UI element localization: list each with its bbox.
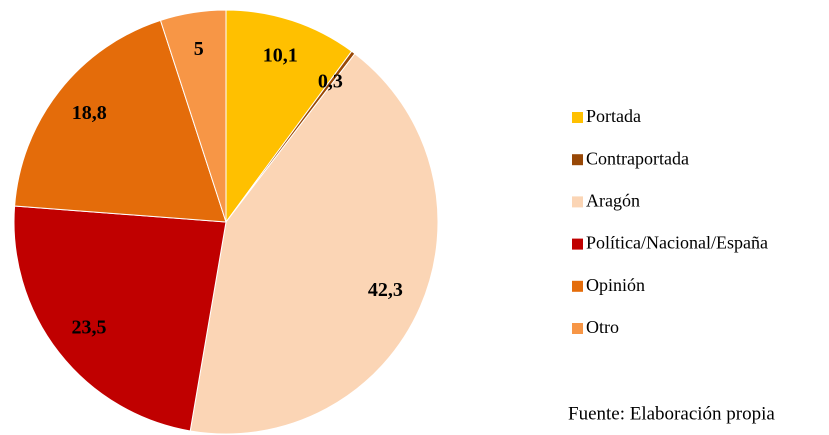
pie-slice: [189, 52, 439, 435]
legend-label: Aragón: [586, 191, 640, 211]
legend-label: Portada: [586, 106, 641, 126]
pie-slice: [14, 19, 227, 223]
legend-label: Opinión: [586, 275, 645, 295]
legend-swatch: [572, 112, 583, 123]
legend-swatch: [572, 238, 583, 250]
data-label: 5: [194, 38, 204, 60]
data-label: 0,3: [318, 71, 343, 93]
data-label: 42,3: [368, 279, 403, 301]
legend-label: Contraportada: [586, 148, 689, 168]
legend-swatch: [572, 196, 583, 208]
legend-label: Otro: [586, 317, 619, 337]
data-label: 23,5: [71, 317, 106, 339]
pie-slice: [159, 9, 227, 223]
data-label: 18,8: [72, 102, 107, 124]
legend-swatch: [572, 323, 583, 334]
legend-swatch: [572, 280, 583, 292]
pie-slice: [225, 9, 353, 224]
source-note: Fuente: Elaboración propia: [568, 403, 775, 424]
legend-label: Política/Nacional/España: [586, 233, 768, 253]
data-label: 10,1: [263, 44, 298, 66]
legend-swatch: [572, 154, 583, 166]
pie-slice: [13, 205, 227, 432]
